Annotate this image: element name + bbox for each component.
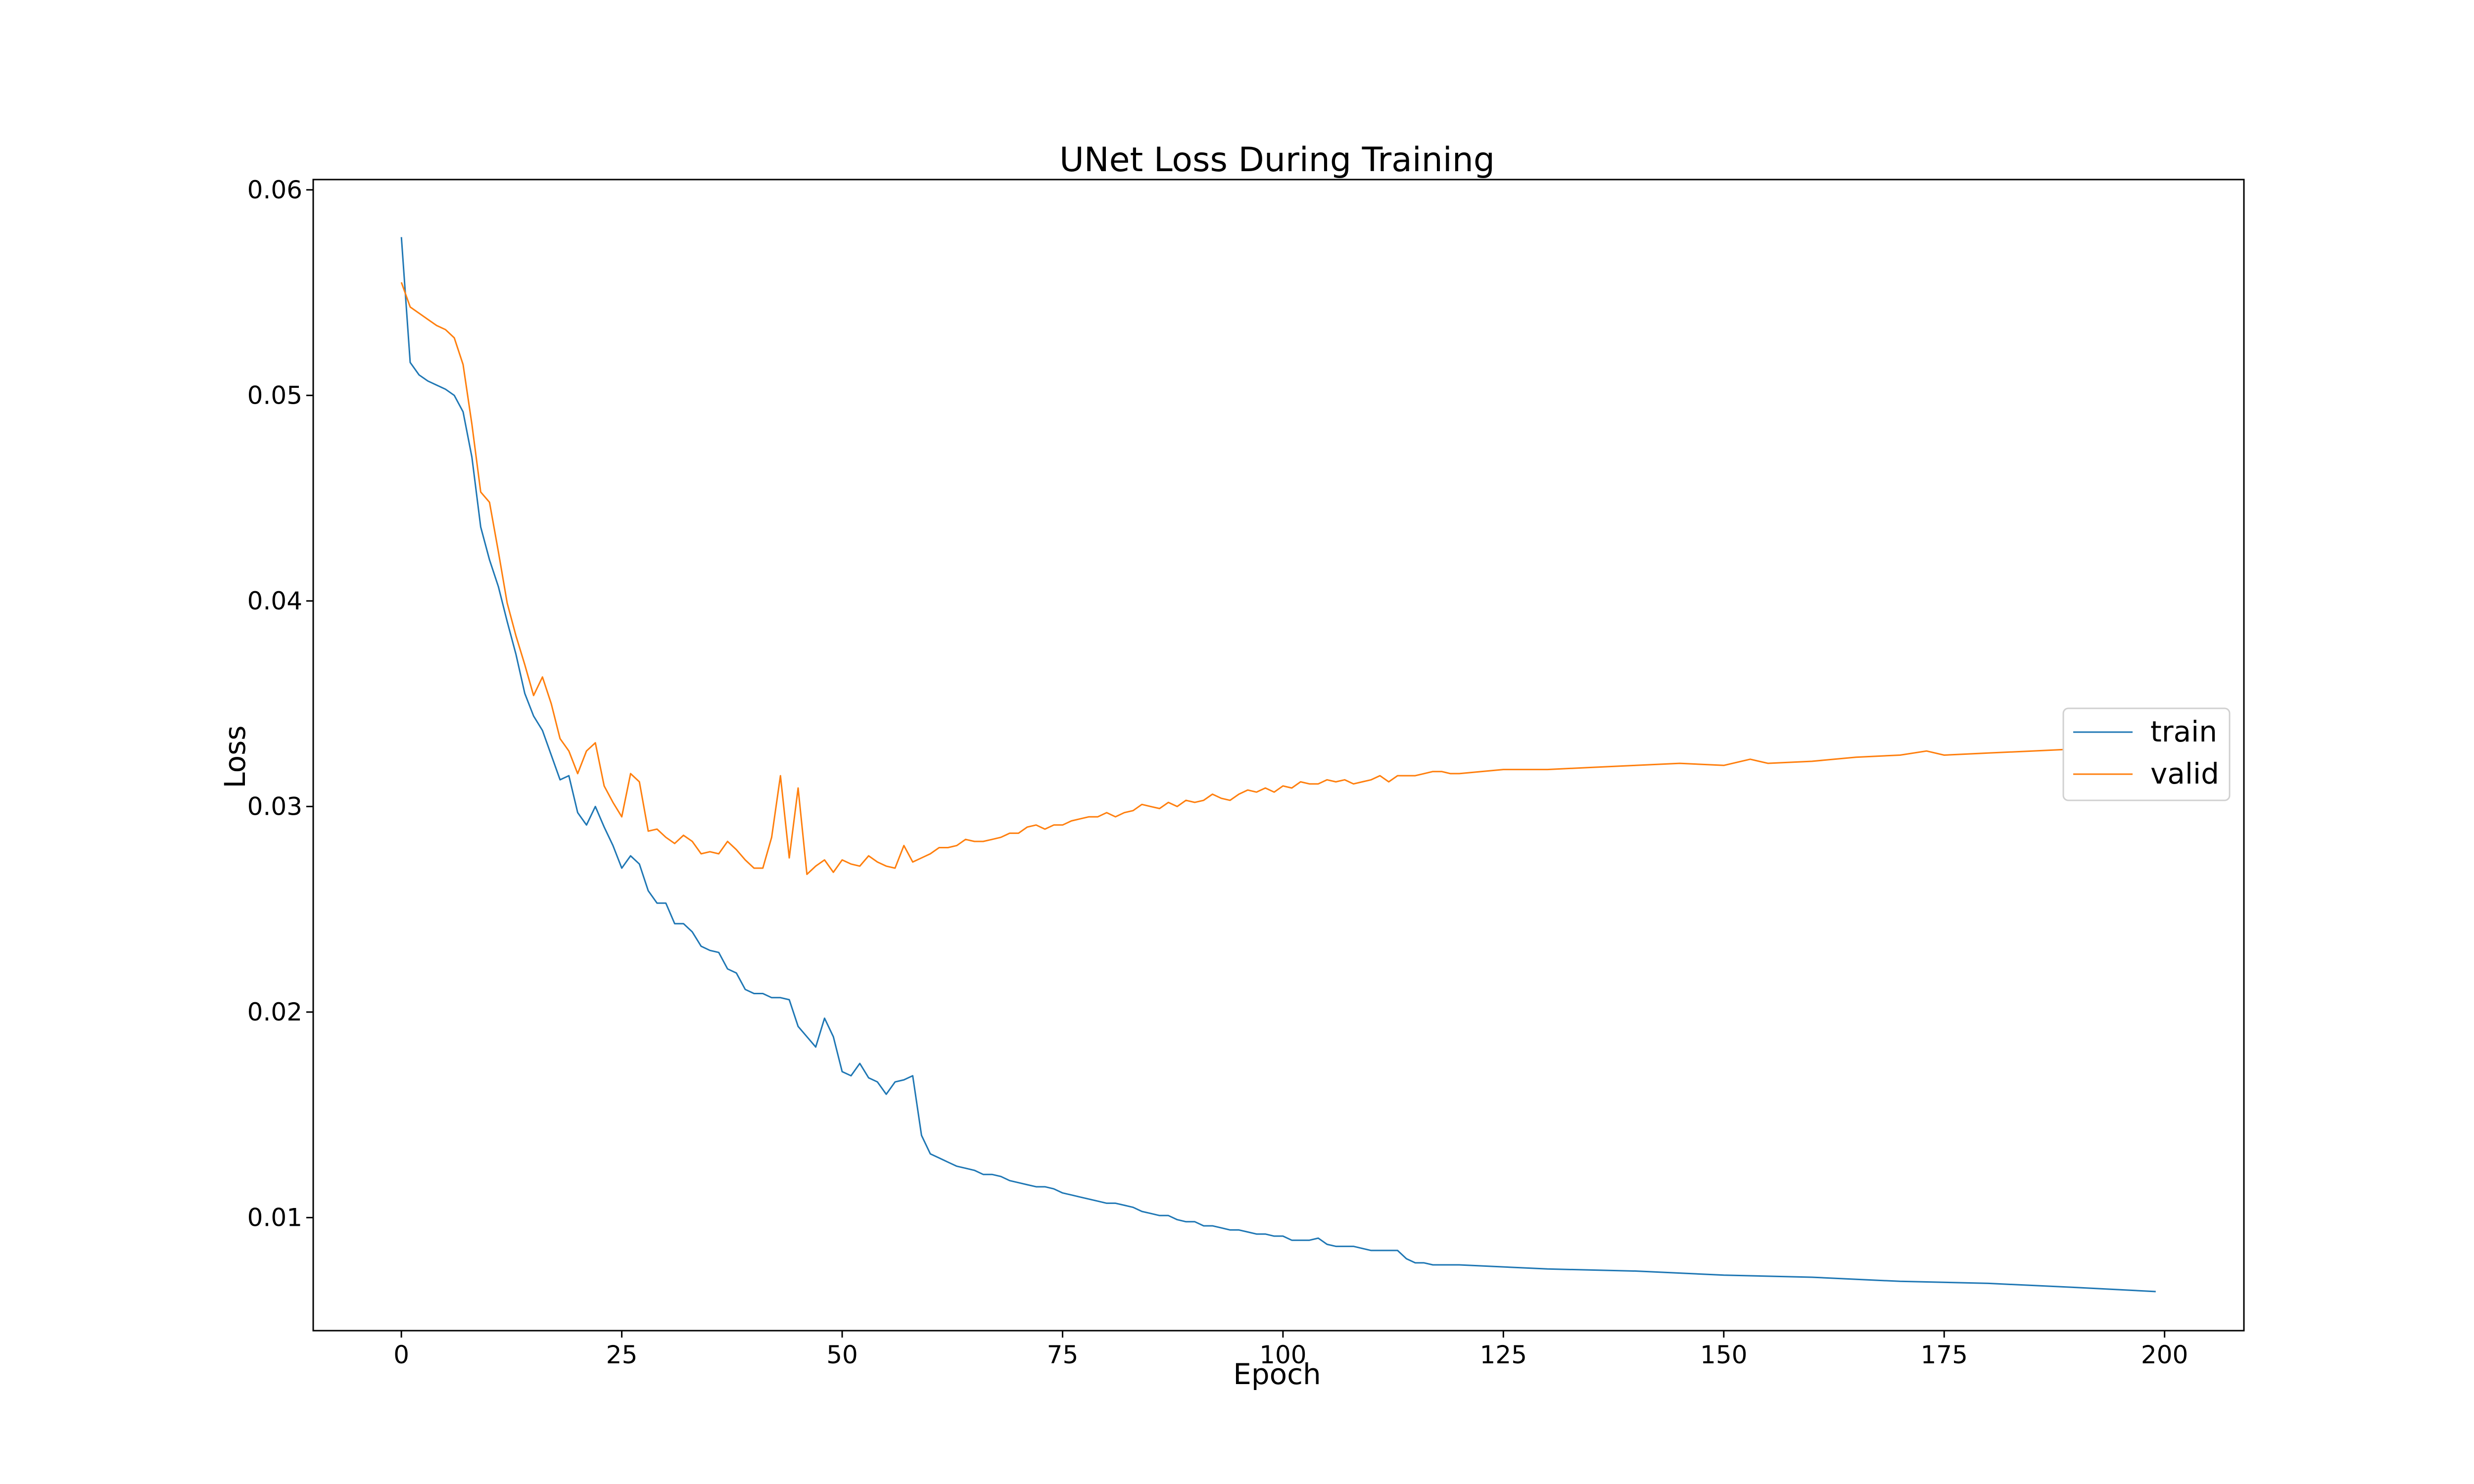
x-tick-label: 25: [606, 1341, 638, 1369]
x-tick-label: 125: [1480, 1341, 1527, 1369]
series-layer: [400, 237, 2156, 1293]
x-tick-label: 200: [2141, 1341, 2188, 1369]
series-line-train: [400, 237, 2156, 1293]
y-axis-ticks: 0.01 0.02 0.03 0.04 0.05 0.06: [247, 176, 313, 1232]
x-axis-ticks: 0 25 50 75 100 125 150 175 200: [393, 1331, 2188, 1369]
x-axis-title: Epoch: [1233, 1357, 1321, 1391]
x-tick-label: 50: [826, 1341, 858, 1369]
y-axis-title: Loss: [218, 725, 252, 788]
legend: train valid: [2062, 707, 2231, 801]
series-line-valid: [400, 282, 2156, 875]
x-tick-label: 0: [393, 1341, 409, 1369]
x-tick-label: 100: [1259, 1341, 1306, 1369]
x-tick-label: 150: [1700, 1341, 1747, 1369]
chart-title: UNet Loss During Training: [1059, 140, 1495, 180]
plot-area: [312, 179, 2245, 1332]
y-tick-label: 0.05: [247, 381, 302, 410]
y-tick-label: 0.06: [247, 176, 302, 204]
y-tick-label: 0.02: [247, 998, 302, 1026]
y-tick-label: 0.01: [247, 1203, 302, 1232]
axes-frame: [312, 179, 2245, 1332]
x-tick-label: 175: [1920, 1341, 1967, 1369]
x-tick-label: 75: [1047, 1341, 1079, 1369]
legend-label-train: train: [2150, 715, 2217, 748]
y-tick-label: 0.03: [247, 792, 302, 821]
legend-label-valid: valid: [2150, 757, 2219, 790]
y-tick-label: 0.04: [247, 587, 302, 615]
